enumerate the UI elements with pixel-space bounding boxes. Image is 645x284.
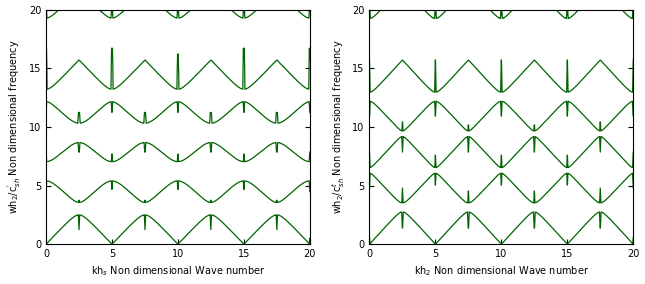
X-axis label: kh$_2$ Non dimensional Wave number: kh$_2$ Non dimensional Wave number <box>414 265 589 278</box>
Y-axis label: wh$_2$/c$^{'}_{sh}$ Non dimensional frequency: wh$_2$/c$^{'}_{sh}$ Non dimensional freq… <box>6 39 23 214</box>
Y-axis label: wh$_2$/c$^{t}_{sh}$ Non dimensional frequency: wh$_2$/c$^{t}_{sh}$ Non dimensional freq… <box>330 39 347 214</box>
X-axis label: kh$_s$ Non dimensional Wave number: kh$_s$ Non dimensional Wave number <box>91 265 265 278</box>
